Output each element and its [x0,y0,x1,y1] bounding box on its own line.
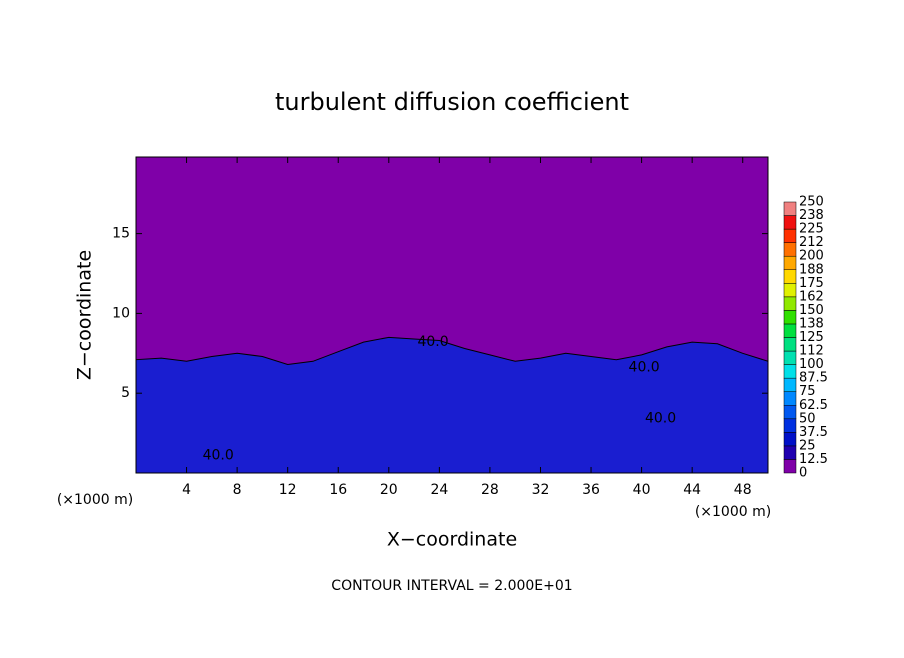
colorbar-label: 112 [799,344,824,359]
turbulent-layer [135,336,769,474]
colorbar-label: 188 [799,262,824,277]
colorbar-label: 25 [799,438,816,453]
colorbar-label: 87.5 [799,371,828,386]
colorbar-swatch [783,215,797,230]
colorbar-swatch [783,201,797,216]
colorbar-label: 212 [799,235,824,250]
x-axis-label: X−coordinate [387,529,517,551]
x-tick-label: 20 [380,482,398,498]
x-unit: (×1000 m) [695,504,771,520]
colorbar-swatch [783,310,797,325]
colorbar-swatch [783,364,797,379]
colorbar-label: 175 [799,276,824,291]
x-tick-label: 32 [532,482,550,498]
colorbar-swatch [783,405,797,420]
colorbar-swatch [783,323,797,338]
colorbar-label: 0 [799,466,807,481]
colorbar-label: 50 [799,411,816,426]
colorbar-label: 150 [799,303,824,318]
colorbar-swatch [783,283,797,298]
y-tick-label: 5 [121,385,130,401]
colorbar-label: 37.5 [799,425,828,440]
colorbar-swatch [783,459,797,474]
y-tick-label: 10 [112,305,130,321]
colorbar-swatch [783,269,797,284]
colorbar-label: 250 [799,195,824,210]
colorbar-label: 62.5 [799,398,828,413]
colorbar-label: 162 [799,289,824,304]
contour-label: 40.0 [645,411,676,427]
y-axis-label: Z−coordinate [74,250,96,380]
colorbar-swatch [783,255,797,271]
x-tick-label: 24 [430,482,448,498]
colorbar-swatch [783,337,797,352]
colorbar-swatch [783,242,797,257]
colorbar-swatch [783,391,797,406]
colorbar-label: 138 [799,316,824,331]
colorbar-swatch [783,445,797,460]
x-tick-label: 12 [279,482,297,498]
colorbar-swatch [783,418,797,433]
colorbar-swatch [783,296,797,311]
colorbar-label: 100 [799,357,824,372]
contour-label: 40.0 [417,334,448,350]
colorbar-label: 75 [799,384,816,399]
x-tick-label: 16 [329,482,347,498]
colorbar-label: 225 [799,222,824,237]
colorbar-label: 238 [799,208,824,223]
y-tick-label: 15 [112,226,130,242]
colorbar-swatch [783,228,797,243]
x-tick-label: 8 [233,482,242,498]
x-tick-label: 4 [182,482,191,498]
plot-frame [135,156,769,474]
colorbar-swatch [783,350,797,365]
x-tick-label: 48 [734,482,752,498]
colorbar-swatch [783,432,797,447]
colorbar-label: 12.5 [799,452,828,467]
colorbar-label: 125 [799,330,824,345]
chart-title: turbulent diffusion coefficient [275,88,629,116]
colorbar-swatch [783,377,797,392]
colorbar-label: 200 [799,249,824,264]
x-tick-label: 28 [481,482,499,498]
x-tick-label: 36 [582,482,600,498]
contour-label: 40.0 [629,360,660,376]
x-tick-label: 44 [683,482,701,498]
contour-label: 40.0 [203,447,234,463]
x-tick-label: 40 [633,482,651,498]
footer: CONTOUR INTERVAL = 2.000E+01 [331,578,572,594]
y-unit: (×1000 m) [57,492,133,508]
